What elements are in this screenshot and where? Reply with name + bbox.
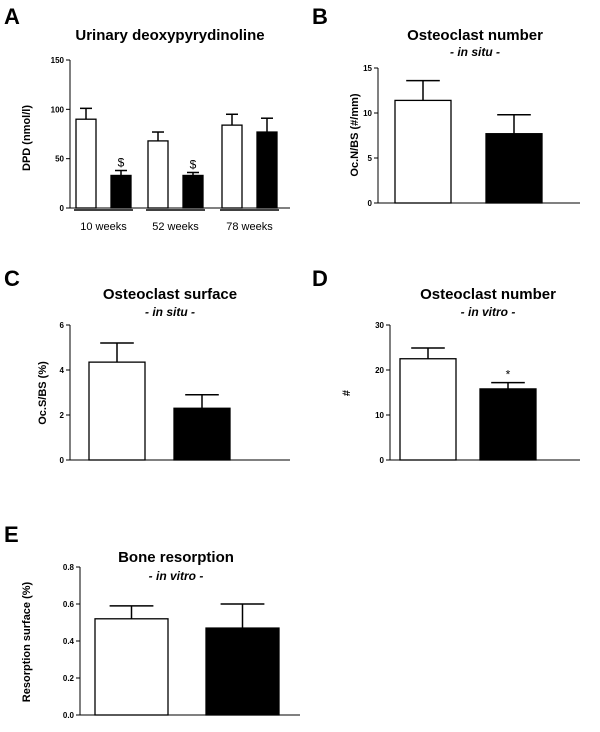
bar	[394, 99, 452, 204]
y-tick-label: 0.6	[63, 600, 75, 609]
bar	[182, 174, 204, 209]
panel-a-y-axis-label: DPD (nmol/l)	[21, 105, 33, 171]
y-tick-label: 10	[375, 411, 384, 420]
panel-c-subtitle: - in situ -	[145, 305, 195, 319]
bar	[75, 118, 97, 209]
bar	[479, 388, 537, 461]
panel-letter-e: E	[4, 522, 19, 547]
y-tick-label: 50	[55, 155, 64, 164]
panel-letter-d: D	[312, 266, 328, 291]
category-label: 10 weeks	[80, 221, 127, 233]
significance-mark: $	[190, 157, 197, 171]
panel-e-title: Bone resorption	[118, 549, 234, 566]
category-label: 78 weeks	[226, 221, 273, 233]
bar	[485, 133, 543, 204]
panel-d: D Osteoclast number - in vitro - # 0 10 20…	[312, 266, 580, 465]
y-tick-label: 10	[363, 109, 372, 118]
panel-c: C Osteoclast surface - in situ - Oc.S/BS…	[4, 266, 290, 465]
y-tick-label: 150	[51, 56, 65, 65]
panel-a-title: Urinary deoxypyrydinoline	[75, 27, 264, 44]
y-tick-label: 30	[375, 321, 384, 330]
panel-e-subtitle: - in vitro -	[149, 569, 204, 583]
y-tick-label: 0.8	[63, 563, 75, 572]
y-tick-label: 0	[60, 204, 65, 213]
significance-mark: $	[118, 156, 125, 170]
bar	[256, 131, 278, 209]
panel-e-y-axis-label: Resorption surface (%)	[21, 581, 33, 702]
y-tick-label: 0	[380, 456, 385, 465]
panel-d-title: Osteoclast number	[420, 286, 556, 303]
significance-mark: *	[506, 368, 511, 382]
y-tick-label: 20	[375, 366, 384, 375]
y-tick-label: 0	[60, 456, 65, 465]
panel-b-title: Osteoclast number	[407, 27, 543, 44]
y-tick-label: 0.2	[63, 674, 75, 683]
category-label: 52 weeks	[152, 221, 199, 233]
y-tick-label: 4	[60, 366, 65, 375]
y-tick-label: 0	[368, 199, 373, 208]
bar	[110, 174, 132, 209]
panel-c-y-axis-label: Oc.S/BS (%)	[37, 361, 49, 425]
panel-e: E Bone resorption - in vitro - Resorptio…	[4, 522, 300, 720]
bar	[221, 124, 243, 209]
panel-letter-a: A	[4, 4, 20, 29]
bar	[94, 618, 169, 716]
y-tick-label: 6	[60, 321, 65, 330]
bar	[147, 140, 169, 209]
panel-letter-c: C	[4, 266, 20, 291]
panel-b: B Osteoclast number - in situ - Oc.N/BS …	[312, 4, 580, 208]
panel-b-subtitle: - in situ -	[450, 45, 500, 59]
panel-d-subtitle: - in vitro -	[461, 305, 516, 319]
panel-d-y-axis-label: #	[341, 390, 353, 396]
bar	[205, 627, 280, 716]
bar	[399, 358, 457, 461]
y-tick-label: 5	[368, 154, 373, 163]
bar	[88, 361, 146, 461]
panel-letter-b: B	[312, 4, 328, 29]
bar	[173, 407, 231, 461]
panel-b-y-axis-label: Oc.N/BS (#/mm)	[349, 93, 361, 176]
y-tick-label: 100	[51, 105, 65, 114]
y-tick-label: 2	[60, 411, 65, 420]
y-tick-label: 0.4	[63, 637, 75, 646]
panel-c-title: Osteoclast surface	[103, 286, 237, 303]
panel-a: A Urinary deoxypyrydinoline DPD (nmol/l)…	[4, 4, 290, 233]
y-tick-label: 0.0	[63, 711, 75, 720]
y-tick-label: 15	[363, 64, 372, 73]
